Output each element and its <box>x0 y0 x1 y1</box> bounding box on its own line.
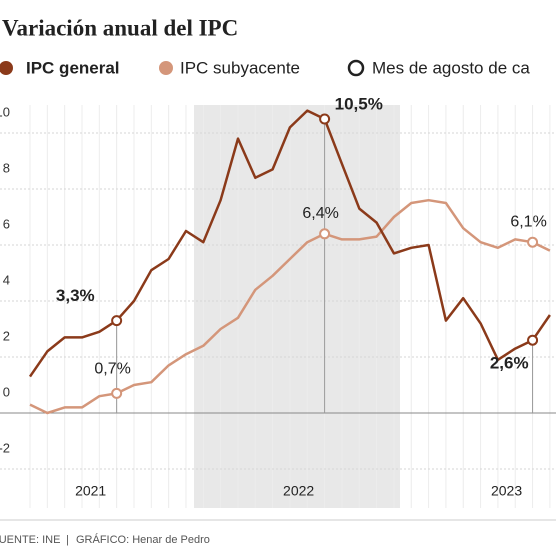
august-marker <box>111 387 123 399</box>
highlight-band <box>194 105 400 508</box>
chart-title: Variación anual del IPC <box>2 15 238 40</box>
august-marker <box>527 236 539 248</box>
y-tick-label: 0 <box>3 384 10 399</box>
data-label: 6,4% <box>302 205 338 222</box>
x-tick-label: 2022 <box>283 483 314 499</box>
y-tick-label: 8 <box>3 160 10 175</box>
august-marker <box>111 315 123 327</box>
y-tick-label: -2 <box>0 440 10 455</box>
y-tick-label: 6 <box>3 216 10 231</box>
legend-swatch <box>347 59 365 77</box>
x-tick-label: 2023 <box>491 483 522 499</box>
data-label: 3,3% <box>56 286 95 305</box>
legend-swatch <box>159 61 173 75</box>
data-label: 10,5% <box>335 94 383 113</box>
legend-label: Mes de agosto de ca <box>372 58 530 77</box>
data-label: 2,6% <box>490 354 529 373</box>
footer-separator: | <box>66 534 69 546</box>
x-tick-label: 2021 <box>75 483 106 499</box>
y-tick-label: 4 <box>3 272 10 287</box>
august-marker <box>319 228 331 240</box>
footer-source: FUENTE: INE <box>0 534 60 546</box>
data-label: 0,7% <box>94 361 130 378</box>
august-marker <box>319 113 331 125</box>
y-tick-label: 2 <box>3 328 10 343</box>
y-tick-label: 10 <box>0 104 10 119</box>
legend-label: IPC subyacente <box>180 58 300 77</box>
data-label: 6,1% <box>510 213 546 230</box>
legend-label: IPC general <box>26 58 120 77</box>
legend-swatch <box>0 61 13 75</box>
august-marker <box>527 334 539 346</box>
legend: IPC general IPC subyacente Mes de agosto d… <box>0 58 530 77</box>
footer-credit: GRÁFICO: Henar de Pedro <box>76 533 210 546</box>
